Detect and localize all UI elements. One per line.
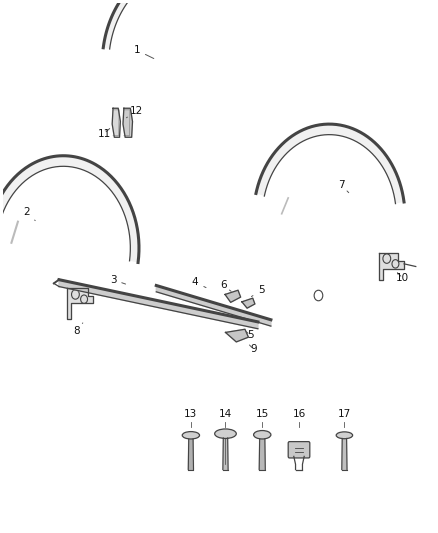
- Text: 8: 8: [73, 323, 83, 336]
- Text: 1: 1: [134, 45, 154, 59]
- Ellipse shape: [215, 429, 236, 439]
- Polygon shape: [156, 286, 271, 326]
- Text: 13: 13: [184, 409, 198, 419]
- Text: 12: 12: [127, 106, 144, 118]
- Polygon shape: [59, 280, 258, 329]
- Ellipse shape: [336, 432, 353, 439]
- Text: 3: 3: [110, 274, 126, 285]
- Polygon shape: [123, 108, 133, 138]
- Polygon shape: [0, 156, 139, 262]
- Text: 7: 7: [338, 180, 349, 192]
- Text: 6: 6: [220, 280, 231, 292]
- Polygon shape: [379, 253, 404, 280]
- Text: 16: 16: [293, 409, 306, 419]
- Ellipse shape: [254, 431, 271, 439]
- Text: 17: 17: [338, 409, 351, 419]
- Polygon shape: [225, 290, 240, 302]
- Polygon shape: [342, 439, 347, 470]
- Text: 9: 9: [250, 344, 257, 354]
- Text: 5: 5: [246, 330, 254, 340]
- Polygon shape: [223, 438, 228, 470]
- Text: 14: 14: [219, 409, 232, 419]
- Text: 5: 5: [251, 285, 265, 296]
- Polygon shape: [112, 108, 120, 138]
- Polygon shape: [67, 288, 93, 319]
- Text: 15: 15: [256, 409, 269, 419]
- Ellipse shape: [182, 432, 200, 439]
- Polygon shape: [226, 329, 248, 342]
- Polygon shape: [242, 298, 255, 308]
- Polygon shape: [259, 439, 265, 470]
- Text: 4: 4: [192, 277, 206, 288]
- FancyBboxPatch shape: [288, 442, 310, 458]
- Polygon shape: [188, 439, 194, 470]
- Text: 11: 11: [97, 128, 110, 139]
- Polygon shape: [103, 0, 173, 49]
- Text: 10: 10: [396, 273, 410, 283]
- Text: 2: 2: [23, 207, 35, 221]
- Polygon shape: [256, 124, 404, 204]
